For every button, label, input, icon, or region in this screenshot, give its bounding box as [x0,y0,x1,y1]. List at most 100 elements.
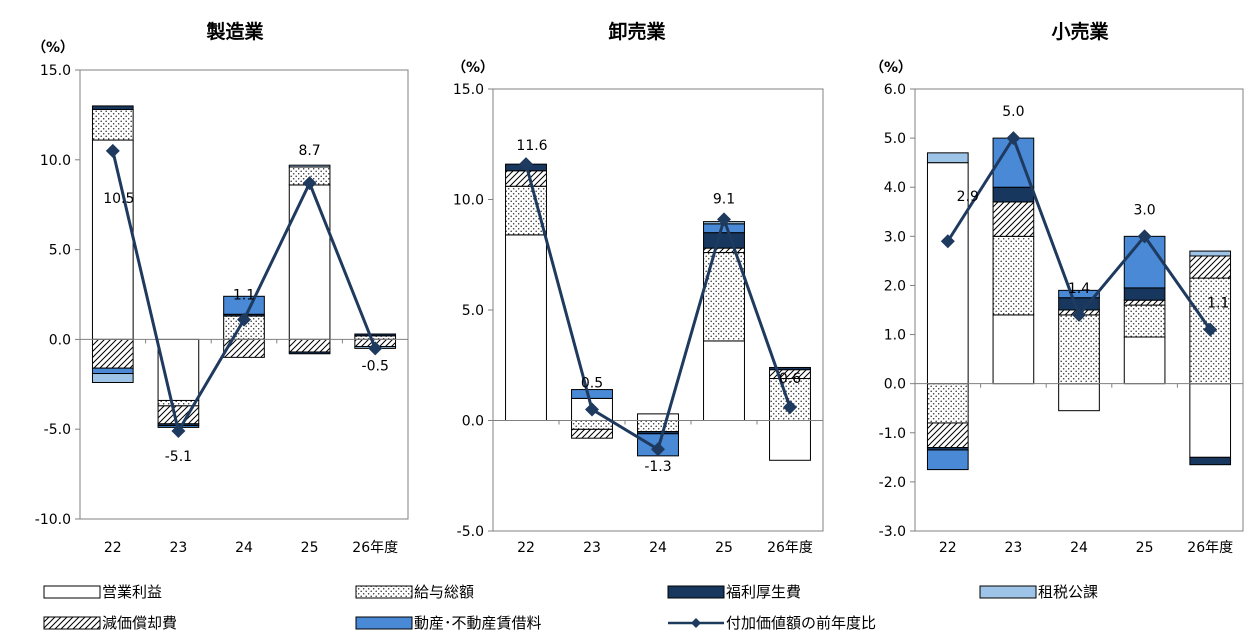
legend-item-welfare: 福利厚生費 [667,583,801,601]
panel-title: 卸売業 [608,20,666,43]
legend-item-operating_profit: 営業利益 [43,583,162,601]
x-tick-label: 26年度 [352,540,398,556]
bar-welfare [703,232,745,249]
legend-item-rent: 動産･不動産賃借料 [355,614,542,632]
line-marker [1072,307,1086,322]
bar-tax [926,152,969,164]
y-tick-label: -5.0 [457,524,484,540]
data-label: 3.0 [1133,202,1155,218]
x-tick-label: 25 [301,540,319,556]
y-tick-label: -1.0 [879,426,906,442]
data-label: 5.0 [1002,104,1024,120]
bar-operating_profit [505,234,547,421]
bar-operating_profit [91,139,134,340]
bar-welfare [992,186,1035,203]
legend-label: 営業利益 [102,583,162,601]
unit-label: （%） [870,60,912,76]
unit-label: （%） [452,60,494,76]
data-label: -1.3 [644,459,671,475]
bar-operating_profit [1189,383,1232,458]
data-label: 1.4 [1068,281,1090,297]
bar-depreciation [505,170,547,187]
y-tick-label: 1.0 [884,328,906,344]
bar-tax [1189,250,1232,257]
bar-depreciation [703,247,745,254]
line-marker [368,341,383,356]
legend-label: 付加価値額の前年度比 [726,614,876,632]
y-tick-label: 10.0 [40,153,71,169]
x-tick-label: 26年度 [1187,540,1233,556]
bar-salary [1123,304,1166,338]
data-label: 1.1 [1207,296,1229,312]
bar-rent [1123,235,1166,289]
data-label: 1.1 [233,288,255,304]
bar-rent [1058,289,1100,299]
line-marker [1006,131,1021,146]
legend-item-depreciation: 減価償却費 [43,614,177,632]
data-label: 8.7 [298,143,320,159]
bar-operating_profit [769,420,811,461]
x-tick-label: 24 [649,540,667,556]
legend-label: 給与総額 [414,583,474,601]
y-tick-label: -10.0 [35,512,71,528]
bar-depreciation [288,338,331,353]
plot-frame [914,88,1244,532]
bar-salary [1058,314,1100,385]
bar-welfare [1123,287,1166,301]
bar-operating_profit [703,340,745,421]
legend-swatch [979,585,1037,599]
bar-welfare [91,105,134,111]
bar-operating_profit [1058,383,1100,412]
line-marker [171,423,186,438]
bar-welfare [288,351,331,355]
bar-salary [571,420,613,430]
bar-depreciation [91,338,134,369]
bar-salary [992,235,1035,316]
bar-depreciation [1189,255,1232,279]
bar-depreciation [926,422,969,449]
x-tick-label: 22 [517,540,535,556]
legend-label: 租税公課 [1038,583,1098,601]
y-tick-label: 15.0 [40,63,71,79]
data-label: -5.1 [165,449,192,465]
bar-operating_profit [992,314,1035,385]
x-tick-label: 24 [235,540,253,556]
bar-operating_profit [1123,336,1166,385]
line-marker [585,402,599,417]
legend-swatch [43,616,101,630]
y-tick-label: 6.0 [884,82,906,98]
bar-tax [91,373,134,384]
legend-label: 福利厚生費 [726,583,801,601]
bar-operating_profit [637,413,679,421]
y-tick-label: -5.0 [44,422,71,438]
y-tick-label: 4.0 [884,180,906,196]
bar-salary [637,420,679,433]
data-label: 0.5 [581,375,603,391]
data-label: 10.5 [103,191,134,207]
x-tick-label: 25 [715,540,733,556]
unit-label: （%） [32,40,74,56]
growth-line [524,163,792,452]
bar-salary [354,335,397,340]
panel-1: 卸売業 （%） 15.0 10.0 5.0 0.0 -5.0 22 23 24 25 26年度 11.6… [452,20,824,556]
line-marker [1137,229,1152,244]
panel-2: 小売業 （%） 6.0 5.0 4.0 3.0 2.0 1.0 0.0 -1.0 -2.0 -3.0 2… [870,20,1244,556]
legend-item-tax: 租税公課 [979,583,1098,601]
x-tick-label: 25 [1136,540,1154,556]
y-tick-label: 5.0 [462,303,484,319]
line-marker [519,157,533,172]
bar-rent [992,137,1035,188]
bar-rent [571,389,613,399]
bar-salary [926,383,969,424]
line-marker [105,143,120,158]
data-label: -0.5 [362,358,389,374]
y-tick-label: 10.0 [453,193,484,209]
legend-swatch [667,585,725,599]
bar-salary [91,109,134,141]
line-marker [1203,322,1218,337]
line-marker [783,400,797,415]
y-tick-label: 0.0 [462,414,484,430]
x-tick-label: 26年度 [767,540,813,556]
panel-0: 製造業 （%） 15.0 10.0 5.0 0.0 -5.0 -10.0 22 23 24 25 26年… [32,20,409,556]
